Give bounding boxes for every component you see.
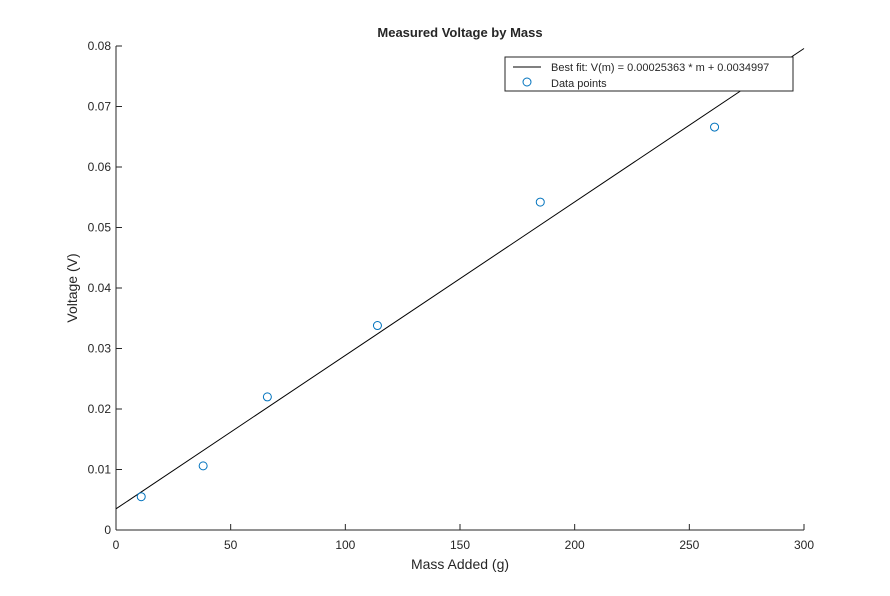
- legend-label-data-points: Data points: [551, 78, 607, 90]
- y-tick-label: 0.08: [88, 39, 112, 53]
- x-tick-label: 200: [565, 538, 585, 552]
- y-tick-label: 0.05: [88, 221, 112, 235]
- data-point: [535, 197, 545, 207]
- chart-title: Measured Voltage by Mass: [377, 25, 542, 40]
- y-tick-label: 0.07: [88, 100, 112, 114]
- y-tick-label: 0.06: [88, 160, 112, 174]
- y-tick-label: 0.01: [88, 463, 112, 477]
- plot-area: [116, 46, 804, 530]
- x-axis-label: Mass Added (g): [411, 556, 509, 572]
- x-tick-label: 250: [679, 538, 699, 552]
- y-tick-label: 0: [104, 523, 111, 537]
- data-point: [136, 492, 146, 502]
- y-tick-label: 0.02: [88, 402, 112, 416]
- y-axis-ticks: 0 0.01 0.02 0.03 0.04 0.05 0.06 0.07 0.08: [88, 39, 122, 537]
- y-tick-label: 0.04: [88, 281, 112, 295]
- y-tick-label: 0.03: [88, 342, 112, 356]
- x-tick-label: 0: [113, 538, 120, 552]
- legend: Best fit: V(m) = 0.00025363 * m + 0.0034…: [504, 56, 794, 92]
- data-point: [262, 392, 272, 402]
- best-fit-line: [115, 48, 805, 510]
- data-point: [198, 461, 208, 471]
- plot-content: [115, 48, 805, 510]
- x-tick-label: 300: [794, 538, 814, 552]
- x-tick-label: 50: [224, 538, 238, 552]
- legend-marker-swatch: [522, 77, 532, 87]
- data-point: [710, 122, 720, 132]
- legend-box: [504, 56, 794, 92]
- x-tick-label: 100: [335, 538, 355, 552]
- y-axis-label: Voltage (V): [64, 253, 80, 322]
- x-axis-ticks: 0 50 100 150 200 250 300: [113, 524, 814, 552]
- data-point: [372, 321, 382, 331]
- legend-label-best-fit: Best fit: V(m) = 0.00025363 * m + 0.0034…: [551, 62, 769, 74]
- x-tick-label: 150: [450, 538, 470, 552]
